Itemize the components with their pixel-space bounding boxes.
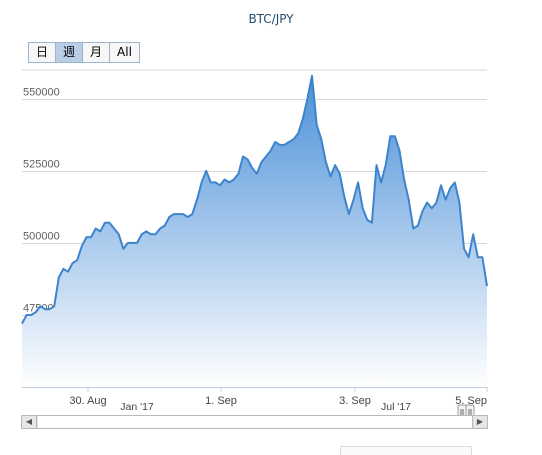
scrollbar-thumb[interactable] xyxy=(37,416,472,428)
range-button-all[interactable]: All xyxy=(117,45,132,59)
scroll-left-arrow-icon[interactable]: ◀ xyxy=(22,416,37,428)
series-area xyxy=(22,75,487,388)
range-button-week[interactable]: 週 xyxy=(56,43,84,62)
range-button-day[interactable]: 日 xyxy=(29,43,57,62)
series-line xyxy=(21,74,488,325)
chart-title: BTC/JPY xyxy=(248,12,294,26)
scrollbar[interactable]: ◀ ▶ xyxy=(21,415,488,429)
scroll-right-arrow-icon[interactable]: ▶ xyxy=(472,416,487,428)
x-tick-label: 3. Sep xyxy=(339,395,371,407)
navigator-label: Jan '17 xyxy=(120,401,154,413)
y-tick-label: 550000 xyxy=(23,87,60,99)
x-tick-label: 1. Sep xyxy=(205,395,237,407)
range-button-month[interactable]: 月 xyxy=(83,43,111,62)
navigator-label: Jul '17 xyxy=(381,401,411,413)
y-tick-label: 500000 xyxy=(23,231,60,243)
y-tick-label: 525000 xyxy=(23,159,60,171)
x-tick-label: 30. Aug xyxy=(69,395,106,407)
x-tick-label: 5. Sep xyxy=(455,395,487,407)
range-selector: 日 週 月 All xyxy=(28,42,140,63)
